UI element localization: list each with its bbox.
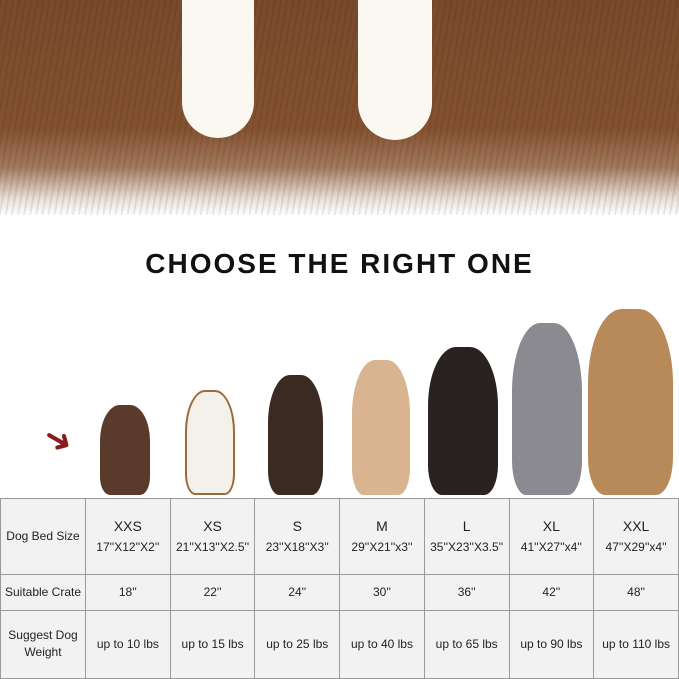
table-row: Dog Bed Size XXS 17''X12''X2'' XS 21''X13'… xyxy=(0,497,679,576)
weight-cell: up to 65 lbs xyxy=(423,609,510,679)
crate-cell: 24'' xyxy=(254,574,341,611)
size-dims: 35''X23''X3.5'' xyxy=(430,539,504,554)
size-dims: 21''X13''X2.5'' xyxy=(175,539,250,554)
weight-cell: up to 10 lbs xyxy=(85,609,171,679)
dog-xxs xyxy=(100,405,150,495)
row-header: Suggest Dog Weight xyxy=(0,609,86,679)
brown-fur-bed-photo xyxy=(0,0,679,215)
dog-xxl xyxy=(588,309,673,495)
crate-cell: 48'' xyxy=(593,574,679,611)
dog-size-lineup: ➜ xyxy=(0,300,679,495)
weight-cell: up to 110 lbs xyxy=(593,609,679,679)
dog-xs xyxy=(185,390,235,495)
size-label: L xyxy=(462,517,471,534)
crate-cell: 22'' xyxy=(169,574,256,611)
dog-m xyxy=(352,360,410,495)
size-dims: 23''X18''X3'' xyxy=(265,539,329,554)
table-row: Suggest Dog Weight up to 10 lbs up to 15… xyxy=(0,609,679,679)
size-label: S xyxy=(292,517,302,534)
weight-cell: up to 40 lbs xyxy=(339,609,425,679)
size-dims: 47''X29''x4'' xyxy=(605,539,667,554)
white-paw-right xyxy=(358,0,432,140)
weight-cell: up to 25 lbs xyxy=(254,609,341,679)
size-label: XL xyxy=(542,517,560,534)
crate-cell: 36'' xyxy=(423,574,510,611)
size-label: XXS xyxy=(113,517,142,534)
white-paw-left xyxy=(182,0,254,138)
dog-s xyxy=(268,375,323,495)
size-dims: 17''X12''X2'' xyxy=(96,539,160,554)
row-header: Suitable Crate xyxy=(0,574,86,611)
crate-cell: 18'' xyxy=(85,574,171,611)
size-chart-table: Dog Bed Size XXS 17''X12''X2'' XS 21''X13'… xyxy=(0,497,679,679)
dog-xl xyxy=(512,323,582,495)
size-label: XXL xyxy=(622,517,650,534)
arrow-icon: ➜ xyxy=(36,416,81,464)
crate-cell: 42'' xyxy=(508,574,595,611)
weight-cell: up to 15 lbs xyxy=(169,609,256,679)
row-header: Dog Bed Size xyxy=(0,497,86,576)
size-dims: 41''X27''x4'' xyxy=(520,539,582,554)
size-label: XS xyxy=(203,517,222,534)
dog-l xyxy=(428,347,498,495)
size-dims: 29''X21''x3'' xyxy=(351,539,413,554)
crate-cell: 30'' xyxy=(339,574,425,611)
weight-cell: up to 90 lbs xyxy=(508,609,595,679)
size-label: M xyxy=(376,517,388,534)
table-row: Suitable Crate 18'' 22'' 24'' 30'' 36'' … xyxy=(0,574,679,611)
page-title: CHOOSE THE RIGHT ONE xyxy=(145,248,534,279)
